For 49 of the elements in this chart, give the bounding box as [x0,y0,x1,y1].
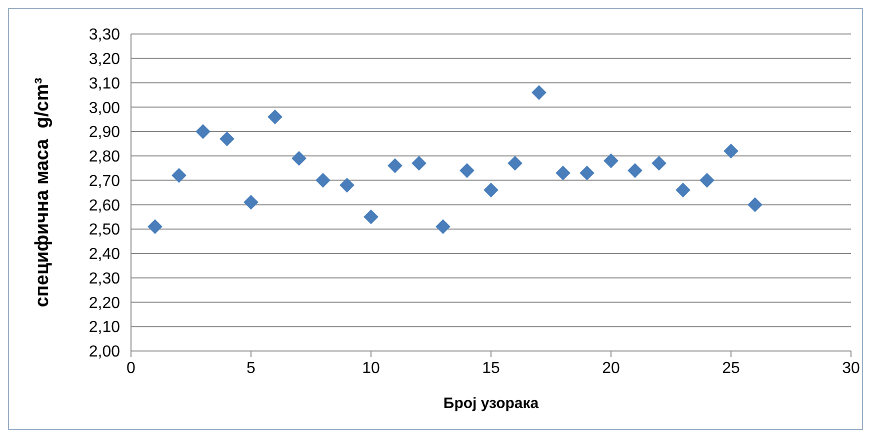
point [484,182,498,198]
x-tick-label: 30 [842,360,860,377]
x-tick-label: 20 [602,360,620,377]
point [748,197,762,212]
point [388,158,402,174]
x-tick-label: 5 [246,360,256,377]
y-tick-label: 2,60 [88,197,120,214]
point [148,219,162,234]
y-axis-title: специфична маса g/cm³ [32,78,53,308]
x-tick-label: 0 [126,360,136,377]
point [628,163,642,178]
point [556,166,570,180]
x-axis-title: Број узорака [443,395,540,412]
y-tick-label: 2,20 [88,294,120,312]
y-tick-label: 2,50 [88,222,120,239]
x-tick-label: 25 [722,360,740,377]
y-tick-label: 2,70 [88,172,120,190]
point [580,166,594,180]
point [244,194,258,210]
x-tick-label: 15 [482,360,500,377]
y-tick-label: 2,40 [88,246,120,264]
y-tick-label: 2,00 [88,344,120,361]
point [340,178,354,193]
point [268,109,282,124]
point [700,172,714,188]
x-tick-label: 10 [362,360,380,377]
y-tick-label: 3,10 [88,75,120,92]
point [676,182,690,198]
point [220,131,234,146]
point [532,85,546,100]
point [460,163,474,178]
point [172,168,186,183]
y-tick-label: 3,30 [88,26,120,44]
y-tick-label: 2,10 [88,319,120,336]
point [604,153,618,168]
point [316,172,330,188]
point [436,219,450,234]
point [412,156,426,171]
point [652,156,666,171]
y-tick-label: 2,30 [88,270,120,288]
y-tick-label: 2,90 [88,124,120,142]
point [724,144,738,158]
y-tick-label: 3,00 [88,100,120,117]
y-tick-label: 3,20 [88,50,120,68]
point [364,209,378,224]
y-tick-label: 2,80 [88,148,120,166]
point [508,156,522,171]
point [196,124,210,139]
point [292,150,306,166]
